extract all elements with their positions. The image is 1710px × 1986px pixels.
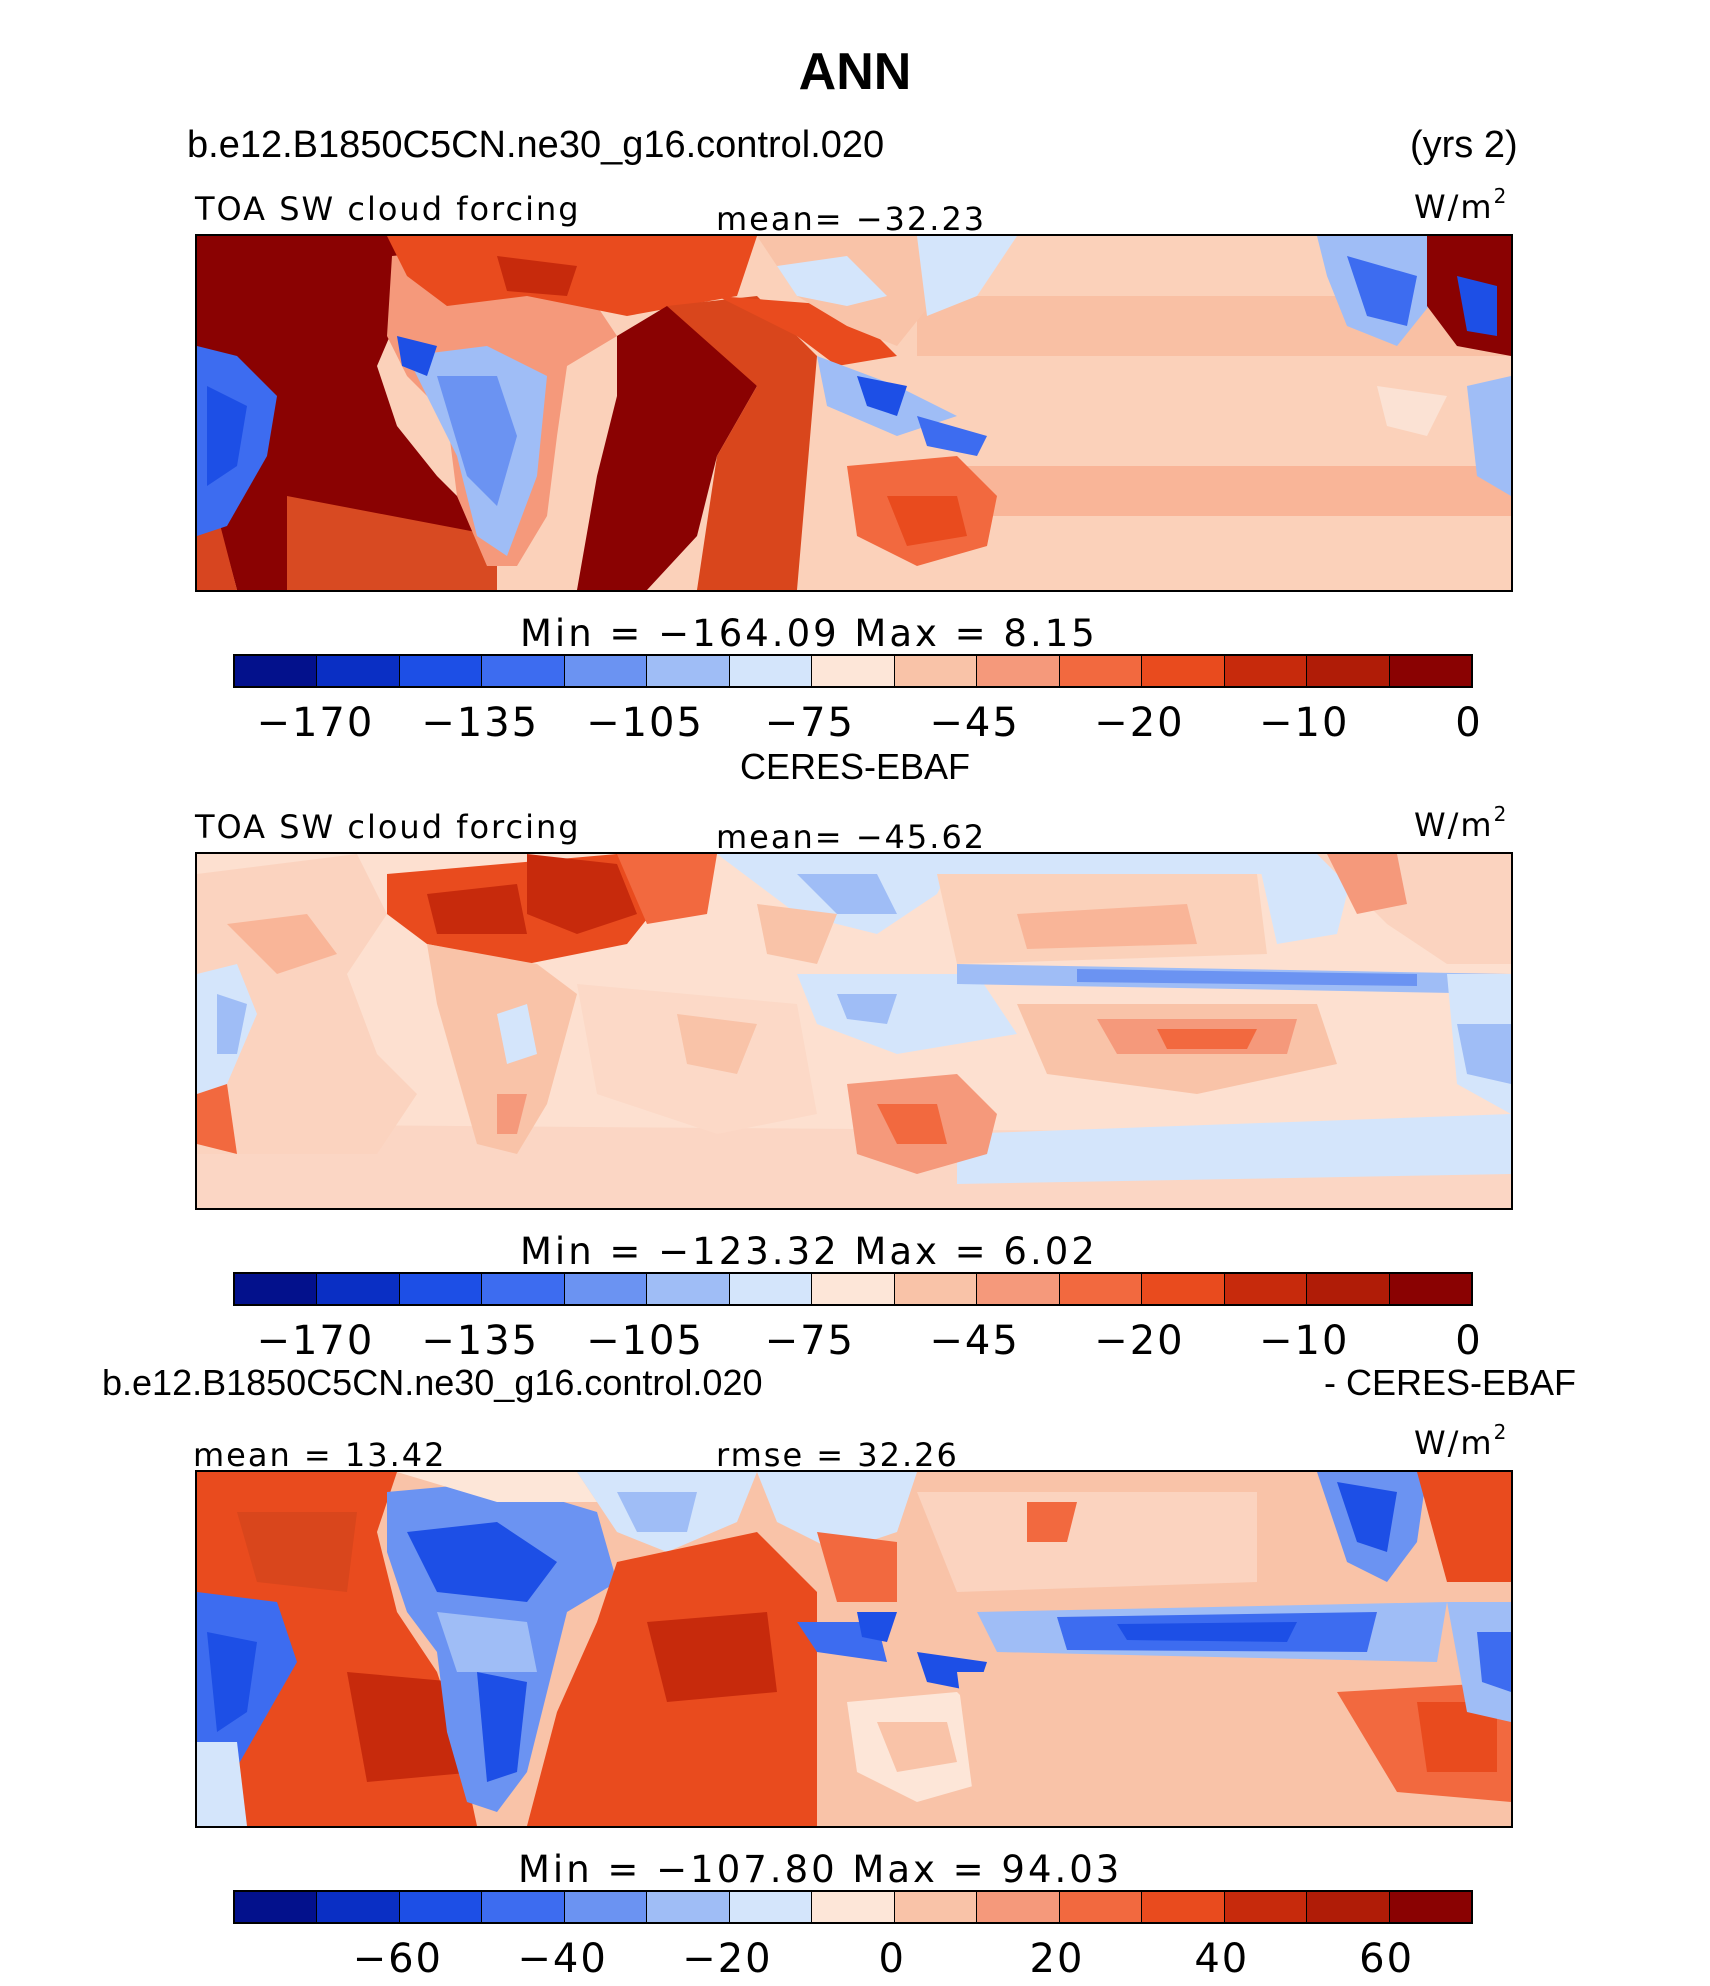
case-name: b.e12.B1850C5CN.ne30_g16.control.020 — [187, 124, 885, 166]
colorbar-tick-label: 40 — [1194, 1936, 1250, 1982]
colorbar-segment — [647, 656, 730, 686]
panel3-mean: mean = 13.42 — [193, 1436, 447, 1474]
colorbar-segment — [1142, 1274, 1225, 1304]
colorbar-tick-label: −75 — [764, 1318, 856, 1364]
panel3-colorbar — [233, 1890, 1473, 1924]
colorbar-segment — [812, 1892, 895, 1922]
figure-title: ANN — [798, 43, 912, 101]
panel2-variable: TOA SW cloud forcing — [195, 808, 581, 846]
colorbar-segment — [317, 1892, 400, 1922]
colorbar-tick-label: 0 — [1455, 1318, 1483, 1364]
colorbar-segment — [1059, 1274, 1143, 1304]
colorbar-tick-label: 60 — [1359, 1936, 1415, 1982]
panel3-rmse: rmse = 32.26 — [716, 1436, 959, 1474]
colorbar-segment — [1307, 656, 1390, 686]
colorbar-segment — [812, 1274, 895, 1304]
colorbar-segment — [1389, 1892, 1472, 1922]
colorbar-tick-label: −75 — [764, 700, 856, 746]
colorbar-segment — [647, 1892, 730, 1922]
colorbar-segment — [1059, 1892, 1143, 1922]
colorbar-segment — [482, 1274, 565, 1304]
colorbar-segment — [977, 656, 1060, 686]
colorbar-tick-label: −135 — [421, 700, 540, 746]
panel3-heading-left: b.e12.B1850C5CN.ne30_g16.control.020 — [102, 1362, 763, 1403]
colorbar-segment — [812, 656, 895, 686]
colorbar-segment — [977, 1892, 1060, 1922]
colorbar-tick-label: 0 — [878, 1936, 906, 1982]
panel3-units: W/m2 — [1414, 1420, 1509, 1462]
panel2-heading: CERES-EBAF — [739, 746, 971, 787]
colorbar-segment — [977, 1274, 1060, 1304]
colorbar-segment — [894, 1274, 978, 1304]
panel3-minmax: Min = −107.80 Max = 94.03 — [518, 1848, 1123, 1891]
colorbar-segment — [1224, 656, 1308, 686]
colorbar-tick-label: −40 — [517, 1936, 608, 1982]
colorbar-tick-label: −60 — [352, 1936, 444, 1982]
colorbar-segment — [729, 1892, 813, 1922]
colorbar-segment — [1224, 1274, 1308, 1304]
colorbar-segment — [1059, 656, 1143, 686]
colorbar-segment — [729, 656, 813, 686]
colorbar-segment — [317, 656, 400, 686]
colorbar-segment — [1142, 1892, 1225, 1922]
colorbar-tick-label: −10 — [1258, 1318, 1350, 1364]
colorbar-segment — [1389, 656, 1472, 686]
colorbar-tick-label: −20 — [1094, 700, 1185, 746]
colorbar-tick-label: −20 — [682, 1936, 773, 1982]
colorbar-segment — [1224, 1892, 1308, 1922]
panel2-minmax: Min = −123.32 Max = 6.02 — [520, 1230, 1098, 1273]
colorbar-segment — [1142, 656, 1225, 686]
colorbar-segment — [1307, 1274, 1390, 1304]
colorbar-segment — [729, 1274, 813, 1304]
colorbar-tick-label: −45 — [929, 700, 1020, 746]
colorbar-tick-label: −105 — [586, 700, 704, 746]
colorbar-segment — [564, 1274, 648, 1304]
panel1-colorbar — [233, 654, 1473, 688]
colorbar-segment — [317, 1274, 400, 1304]
colorbar-segment — [399, 656, 483, 686]
colorbar-segment — [564, 656, 648, 686]
panel1-variable: TOA SW cloud forcing — [195, 190, 581, 228]
panel1-units: W/m2 — [1414, 184, 1509, 226]
panel2-colorbar — [233, 1272, 1473, 1306]
colorbar-segment — [564, 1892, 648, 1922]
colorbar-tick-label: −135 — [421, 1318, 540, 1364]
panel2-units: W/m2 — [1414, 802, 1509, 844]
colorbar-segment — [399, 1274, 483, 1304]
colorbar-tick-label: −45 — [929, 1318, 1020, 1364]
colorbar-tick-label: 0 — [1455, 700, 1483, 746]
colorbar-tick-label: −170 — [256, 1318, 375, 1364]
panel3-heading-right: - CERES-EBAF — [1324, 1362, 1577, 1403]
panel2-mean: mean= −45.62 — [716, 818, 987, 856]
colorbar-segment — [482, 656, 565, 686]
colorbar-segment — [399, 1892, 483, 1922]
years-label: (yrs 2) — [1410, 124, 1518, 166]
colorbar-tick-label: 20 — [1029, 1936, 1085, 1982]
panel1-map — [195, 234, 1513, 592]
colorbar-segment — [482, 1892, 565, 1922]
panel3-map — [195, 1470, 1513, 1828]
colorbar-tick-label: −20 — [1094, 1318, 1185, 1364]
panel2-map — [195, 852, 1513, 1210]
colorbar-segment — [1389, 1274, 1472, 1304]
colorbar-segment — [647, 1274, 730, 1304]
colorbar-segment — [1307, 1892, 1390, 1922]
panel1-mean: mean= −32.23 — [716, 200, 987, 238]
colorbar-segment — [235, 1274, 318, 1304]
colorbar-segment — [894, 1892, 978, 1922]
colorbar-segment — [235, 1892, 318, 1922]
colorbar-tick-label: −170 — [256, 700, 375, 746]
panel1-minmax: Min = −164.09 Max = 8.15 — [520, 612, 1098, 655]
colorbar-tick-label: −105 — [586, 1318, 704, 1364]
colorbar-segment — [235, 656, 318, 686]
colorbar-tick-label: −10 — [1258, 700, 1350, 746]
colorbar-segment — [894, 656, 978, 686]
